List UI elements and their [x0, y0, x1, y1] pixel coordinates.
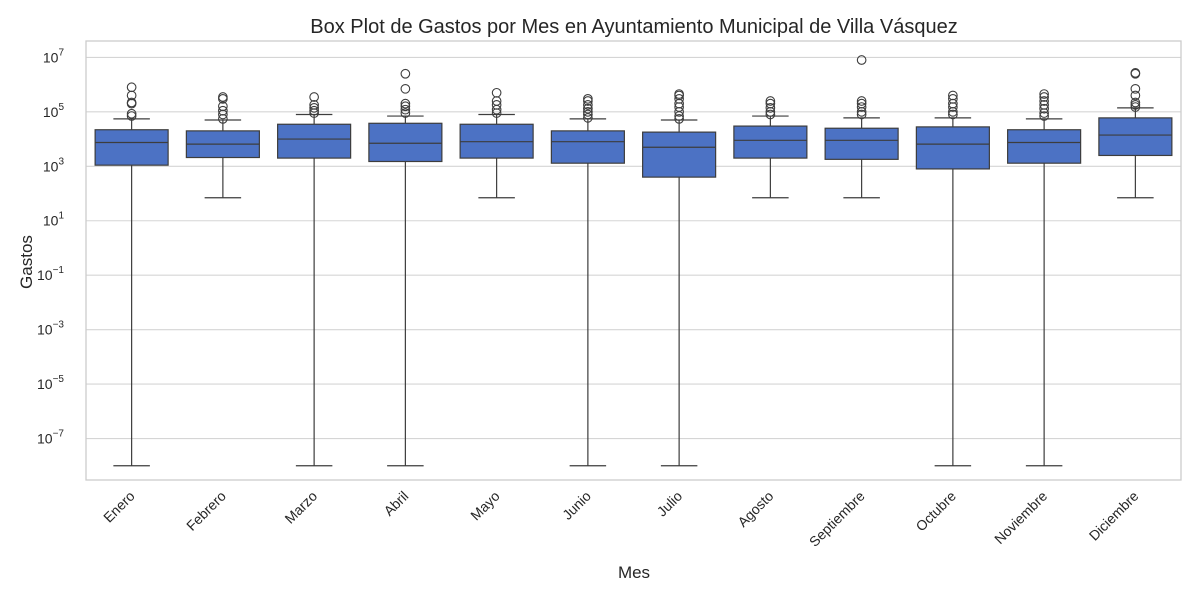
outlier-point	[1039, 100, 1049, 110]
box-agosto	[733, 96, 808, 199]
outlier-point	[491, 100, 502, 110]
outlier-point	[400, 108, 411, 118]
outlier-point	[1039, 92, 1049, 102]
box-febrero	[185, 92, 260, 199]
box-noviembre	[1007, 89, 1082, 467]
outlier-point	[126, 111, 137, 121]
box-marzo	[277, 92, 352, 467]
outlier-point	[856, 102, 867, 112]
outlier-point	[218, 105, 228, 116]
outlier-point	[309, 105, 319, 116]
outlier-point	[400, 101, 411, 112]
outlier-point	[400, 83, 411, 94]
outlier-point	[856, 109, 867, 120]
box-junio	[550, 94, 625, 467]
interquartile-box	[550, 130, 625, 164]
y-tick-label: 105	[43, 102, 65, 120]
outlier-point	[1039, 111, 1049, 121]
interquartile-box	[94, 129, 169, 166]
outlier-point	[583, 109, 593, 120]
outlier-point	[674, 114, 684, 124]
y-tick-label: 10−7	[37, 429, 64, 447]
plot-frame	[85, 40, 1182, 481]
outlier-point	[583, 103, 593, 114]
y-tick-labels: 107 105 103 101 10−1 10−3 10−5 10−7	[37, 47, 64, 446]
outlier-point	[765, 109, 776, 120]
outlier-point	[765, 96, 776, 106]
interquartile-box	[733, 125, 808, 159]
outlier-point	[765, 98, 776, 109]
interquartile-box	[277, 123, 352, 159]
y-tick-label: 10−3	[37, 320, 64, 338]
outlier-point	[583, 100, 593, 110]
outlier-point	[856, 55, 867, 65]
outlier-point	[674, 94, 684, 104]
outlier-point	[1130, 97, 1141, 108]
interquartile-box	[915, 126, 990, 170]
x-axis-label: Mes	[618, 563, 650, 582]
outlier-point	[400, 68, 411, 79]
y-tick-label: 103	[43, 156, 65, 174]
y-tick-label: 107	[43, 47, 65, 65]
box-series	[94, 55, 1173, 467]
outlier-point	[491, 87, 502, 98]
outlier-point	[309, 103, 319, 113]
box-octubre	[915, 90, 990, 467]
outlier-point	[309, 92, 319, 102]
outlier-point	[1130, 68, 1141, 78]
outlier-point	[309, 100, 319, 110]
y-axis-label: Gastos	[17, 235, 36, 289]
outlier-point	[1130, 90, 1141, 101]
outlier-point	[948, 109, 958, 120]
outlier-point	[1039, 89, 1049, 99]
box-julio	[642, 89, 717, 467]
outlier-point	[948, 94, 958, 104]
interquartile-box	[368, 122, 443, 163]
chart-title: Box Plot de Gastos por Mes en Ayuntamien…	[310, 16, 957, 38]
outlier-point	[1130, 100, 1141, 110]
y-gridlines	[86, 56, 1181, 440]
box-abril	[368, 68, 443, 467]
box-septiembre	[824, 55, 899, 199]
outlier-point	[400, 104, 411, 115]
outlier-point	[1039, 96, 1049, 106]
box-mayo	[459, 87, 534, 199]
outlier-point	[400, 98, 411, 109]
outlier-point	[218, 92, 228, 102]
outlier-point	[126, 108, 137, 119]
outlier-point	[674, 89, 684, 99]
y-tick-label: 10−1	[37, 265, 64, 283]
outlier-point	[1039, 103, 1049, 114]
outlier-point	[583, 106, 593, 117]
outlier-point	[126, 97, 137, 108]
interquartile-box	[1098, 117, 1173, 157]
interquartile-box	[824, 127, 899, 160]
interquartile-box	[1007, 129, 1082, 164]
y-tick-label: 10−5	[37, 374, 64, 392]
box-enero	[94, 82, 169, 467]
y-tick-label: 101	[43, 211, 65, 229]
outlier-point	[218, 101, 228, 112]
outlier-point	[856, 98, 867, 109]
outlier-point	[1130, 83, 1141, 94]
interquartile-box	[642, 131, 717, 178]
outlier-point	[583, 94, 593, 104]
outlier-point	[856, 96, 867, 106]
outlier-point	[948, 90, 958, 101]
outlier-point	[765, 103, 776, 113]
box-diciembre	[1098, 68, 1173, 199]
outlier-point	[126, 82, 137, 93]
